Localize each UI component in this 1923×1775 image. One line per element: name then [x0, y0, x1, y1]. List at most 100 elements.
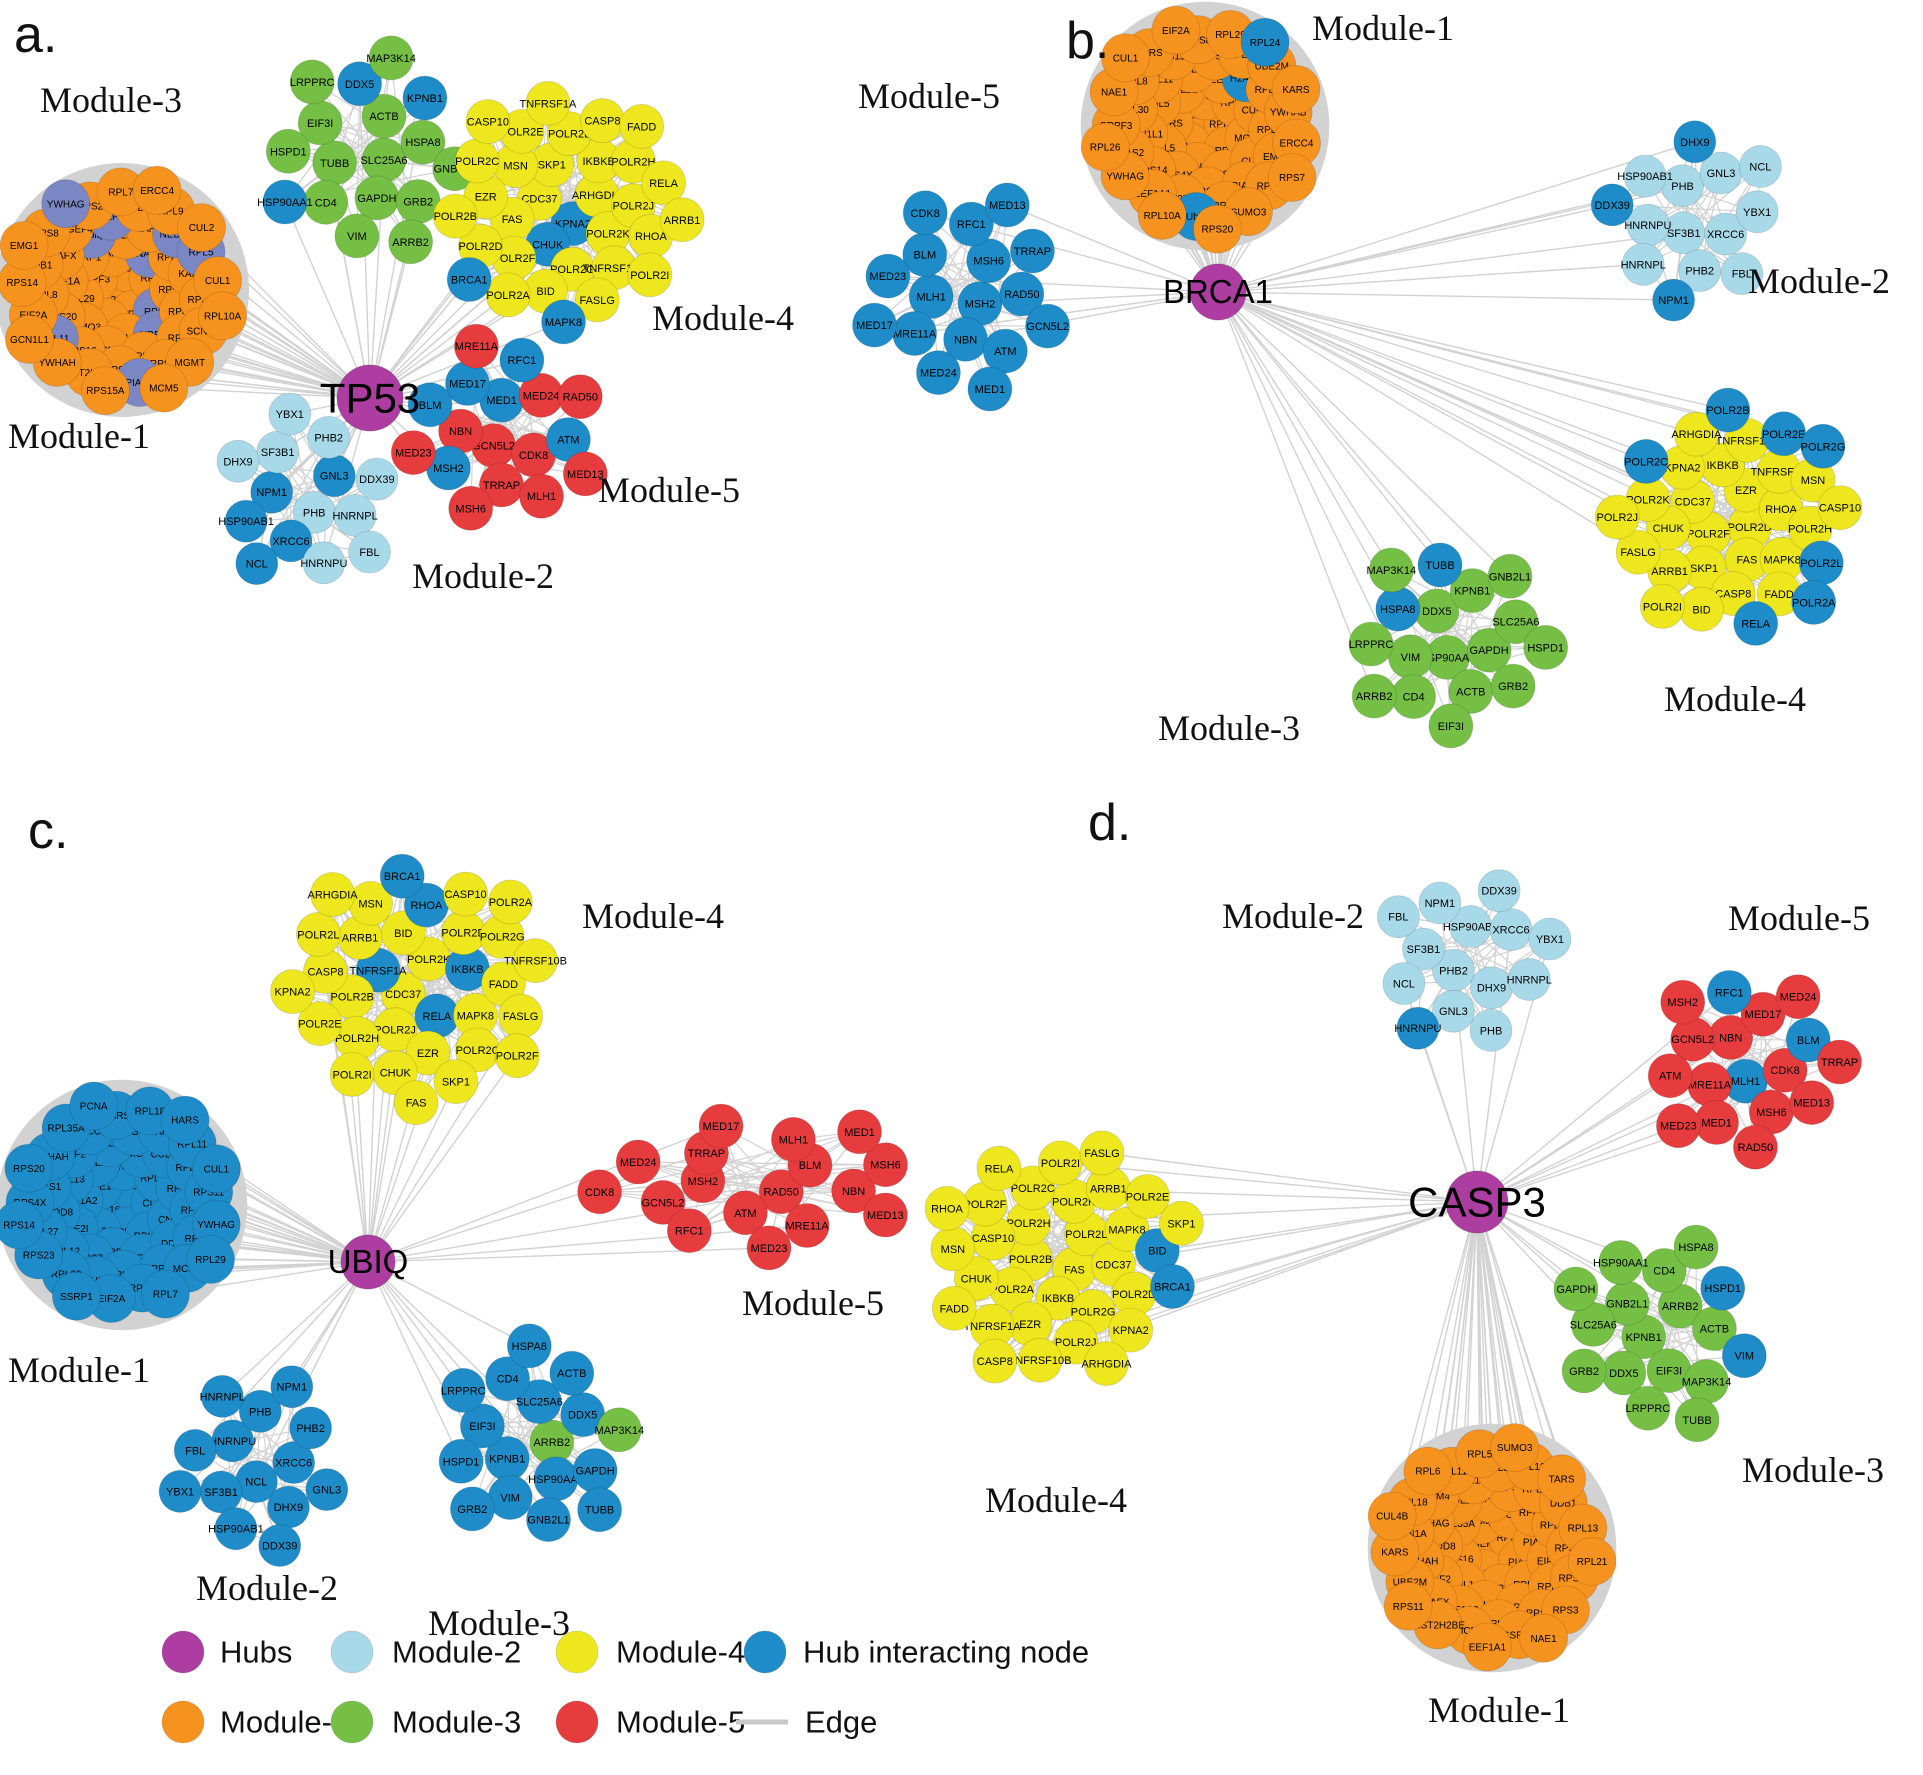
protein-node-circle — [1351, 673, 1397, 719]
protein-node-circle — [295, 912, 341, 957]
protein-node-circle — [1428, 703, 1474, 749]
node-NAE1: NAE1 — [1519, 1613, 1568, 1663]
protein-node-circle — [177, 203, 226, 253]
edge — [356, 83, 361, 237]
protein-node-circle — [303, 179, 349, 225]
node-TUBB: TUBB — [1417, 542, 1463, 588]
protein-node-circle — [619, 104, 665, 149]
edge — [284, 201, 371, 399]
node-CASP10: CASP10 — [443, 871, 489, 917]
node-SF3B1: SF3B1 — [256, 430, 300, 474]
node-POLR2E: POLR2E — [1761, 411, 1807, 457]
protein-node-circle — [1761, 411, 1807, 457]
panel-b: MSH2MLH1MSH6NBNBLMRAD50MRE11ARFC1ATMMED2… — [852, 1, 1890, 749]
edge — [235, 1386, 293, 1530]
node-MAPK8: MAPK8 — [541, 299, 586, 345]
protein-node-circle — [1396, 1006, 1440, 1050]
edge — [194, 1261, 369, 1452]
protein-node-circle — [289, 59, 335, 105]
protein-node-circle — [1652, 278, 1695, 322]
node-MED23: MED23 — [865, 253, 911, 299]
legend-swatch-circle — [161, 1700, 205, 1744]
node-CDK8: CDK8 — [577, 1169, 622, 1215]
edge — [1217, 291, 1675, 301]
protein-node-circle — [1079, 1130, 1125, 1176]
protein-node-circle — [256, 430, 300, 474]
node-DDX39: DDX39 — [258, 1524, 302, 1567]
module-label: Module-3 — [1158, 708, 1300, 748]
node-VIM: VIM — [1721, 1333, 1767, 1379]
edge — [367, 1261, 462, 1463]
node-FBL: FBL — [348, 530, 391, 574]
protein-node-circle — [400, 119, 446, 165]
node-TUBB: TUBB — [312, 140, 358, 186]
protein-node-circle — [1432, 989, 1475, 1033]
protein-node-circle — [1267, 153, 1317, 202]
edge — [1101, 1152, 1478, 1203]
node-POLR2I: POLR2I — [1640, 584, 1685, 629]
legend-swatch-circle — [743, 1630, 787, 1674]
edge — [1403, 938, 1551, 985]
module-label: Module-1 — [1428, 1690, 1570, 1730]
node-CASP10: CASP10 — [1817, 485, 1863, 531]
protein-node-circle — [1733, 601, 1779, 646]
node-ARRB2: ARRB2 — [388, 219, 434, 265]
edge — [215, 1168, 369, 1263]
protein-node-circle — [1775, 974, 1821, 1020]
edge — [637, 1161, 887, 1166]
node-POLR2D: POLR2D — [440, 910, 486, 956]
node-RPS7: RPS7 — [1267, 153, 1317, 202]
node-DHX9: DHX9 — [1470, 966, 1513, 1010]
node-EIF3I: EIF3I — [1428, 703, 1474, 749]
panel-letter-c: c. — [28, 802, 68, 860]
node-HSPD1: HSPD1 — [1700, 1265, 1746, 1311]
panel-d: PHB2HSP90AB1DHX9SF3B1XRCC6GNL3NPM1HNRNPL… — [924, 794, 1884, 1730]
protein-node-circle — [972, 1338, 1018, 1384]
protein-node-circle — [1017, 1337, 1063, 1383]
edge — [1217, 291, 1399, 610]
node-MED24: MED24 — [916, 350, 961, 396]
protein-node-circle — [1615, 529, 1661, 575]
protein-node-circle — [771, 1117, 816, 1162]
protein-node-circle — [198, 291, 248, 341]
protein-node-circle — [1561, 1348, 1607, 1394]
node-MED17: MED17 — [698, 1103, 744, 1149]
protein-node-circle — [1010, 228, 1055, 274]
protein-node-circle — [1507, 958, 1551, 1001]
node-POLR2A: POLR2A — [485, 272, 531, 318]
module-label: Module-5 — [598, 470, 740, 510]
protein-node-circle — [982, 328, 1028, 374]
node-ARRB1: ARRB1 — [659, 197, 705, 243]
node-CUL2: CUL2 — [177, 203, 226, 253]
edge — [937, 223, 972, 374]
legend-swatch-circle — [330, 1630, 374, 1674]
node-ERCC4: ERCC4 — [132, 165, 182, 215]
node-RPL7: RPL7 — [140, 1269, 190, 1319]
protein-node-circle — [312, 454, 356, 498]
node-POLR2A: POLR2A — [487, 879, 533, 925]
protein-node-circle — [1789, 1080, 1835, 1125]
protein-node-circle — [1487, 553, 1533, 599]
protein-node-circle — [1137, 190, 1187, 240]
edge — [221, 1395, 289, 1508]
module-label: Module-1 — [8, 416, 150, 456]
protein-node-circle — [852, 302, 897, 348]
node-RFC1: RFC1 — [666, 1208, 712, 1253]
node-SKP1: SKP1 — [433, 1059, 479, 1104]
protein-node-circle — [393, 1080, 439, 1125]
protein-node-circle — [1490, 1423, 1540, 1472]
protein-node-circle — [1598, 1240, 1644, 1285]
protein-node-circle — [1785, 1017, 1831, 1063]
protein-node-circle — [0, 221, 49, 270]
node-FBL: FBL — [1377, 895, 1420, 939]
protein-node-circle — [1537, 1454, 1586, 1504]
edge — [1642, 165, 1762, 265]
node-GNB2L1: GNB2L1 — [1487, 553, 1533, 599]
node-POLR2L: POLR2L — [1798, 540, 1844, 586]
node-RPL24: RPL24 — [1240, 17, 1290, 67]
node-BID: BID — [1679, 586, 1724, 632]
protein-node-circle — [984, 182, 1030, 228]
edge — [200, 226, 371, 399]
